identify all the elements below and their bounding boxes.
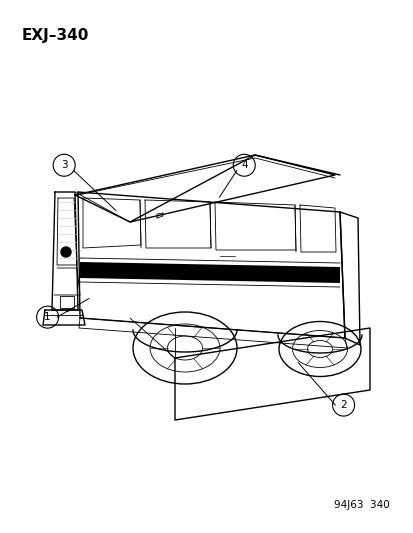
Text: 2: 2 xyxy=(339,400,346,410)
Circle shape xyxy=(61,247,71,257)
Text: 1: 1 xyxy=(44,312,51,322)
Text: 3: 3 xyxy=(61,160,67,170)
Text: EXJ–340: EXJ–340 xyxy=(22,28,89,43)
Text: 94J63  340: 94J63 340 xyxy=(333,500,389,510)
Polygon shape xyxy=(80,262,339,283)
Text: 4: 4 xyxy=(240,160,247,170)
